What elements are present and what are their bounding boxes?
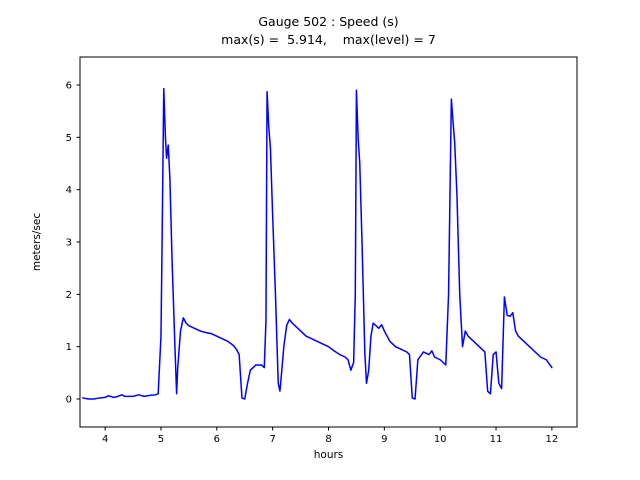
y-tick-label: 4 <box>66 185 72 196</box>
speed-line <box>82 87 553 400</box>
x-tick-label: 4 <box>102 434 108 445</box>
x-tick-label: 7 <box>269 434 275 445</box>
y-axis-label: meters/sec <box>31 213 43 272</box>
x-tick-label: 10 <box>434 434 447 445</box>
x-tick-label: 12 <box>546 434 559 445</box>
y-tick-label: 2 <box>66 290 72 301</box>
chart-title: Gauge 502 : Speed (s) <box>258 14 399 29</box>
y-tick-label: 6 <box>66 80 72 91</box>
x-tick-label: 5 <box>158 434 164 445</box>
x-tick-label: 6 <box>214 434 220 445</box>
x-tick-label: 9 <box>381 434 387 445</box>
y-tick-label: 0 <box>66 395 72 406</box>
x-axis-label: hours <box>314 449 344 461</box>
y-tick-label: 1 <box>66 342 72 353</box>
x-tick-label: 11 <box>490 434 503 445</box>
y-tick-label: 3 <box>66 238 72 249</box>
y-tick-label: 5 <box>66 133 72 144</box>
x-tick-label: 8 <box>325 434 331 445</box>
chart-subtitle: max(s) = 5.914, max(level) = 7 <box>221 32 436 47</box>
